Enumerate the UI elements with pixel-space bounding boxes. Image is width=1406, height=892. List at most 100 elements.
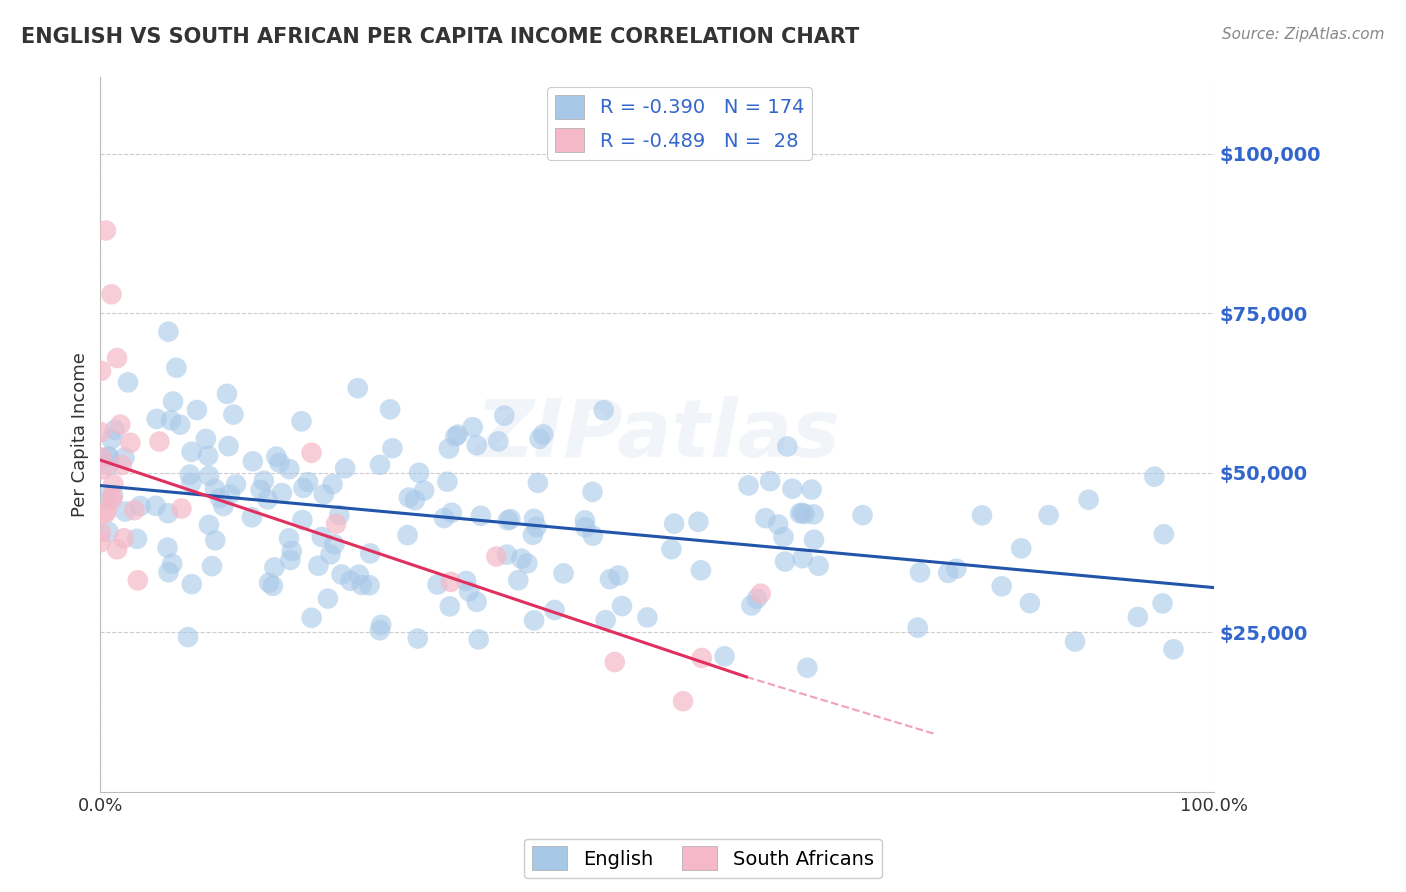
Point xyxy=(98,450,121,464)
Point xyxy=(800,483,823,497)
Point xyxy=(323,537,346,551)
Point xyxy=(179,467,201,482)
Point xyxy=(198,517,221,532)
Point xyxy=(599,572,621,586)
Point xyxy=(461,420,484,434)
Point xyxy=(1126,610,1149,624)
Point xyxy=(316,591,339,606)
Point xyxy=(156,541,179,555)
Point xyxy=(782,482,804,496)
Point xyxy=(773,555,796,569)
Point xyxy=(160,413,183,427)
Point xyxy=(89,535,111,549)
Point xyxy=(262,579,284,593)
Point xyxy=(328,508,350,522)
Point xyxy=(312,487,335,501)
Point xyxy=(169,417,191,432)
Point xyxy=(803,533,825,547)
Point xyxy=(124,503,146,517)
Point xyxy=(145,412,167,426)
Point xyxy=(218,439,240,453)
Point xyxy=(470,508,492,523)
Point xyxy=(408,466,430,480)
Point xyxy=(290,414,312,428)
Point xyxy=(440,506,463,520)
Point xyxy=(263,560,285,574)
Point xyxy=(553,566,575,581)
Point xyxy=(582,529,605,543)
Point xyxy=(201,559,224,574)
Point xyxy=(105,542,128,557)
Point xyxy=(215,387,238,401)
Point xyxy=(325,516,347,531)
Point xyxy=(807,558,830,573)
Point xyxy=(96,491,118,505)
Point xyxy=(197,449,219,463)
Point xyxy=(523,614,546,628)
Legend: English, South Africans: English, South Africans xyxy=(524,838,882,878)
Point xyxy=(100,491,122,505)
Point xyxy=(936,566,959,580)
Point xyxy=(253,474,276,488)
Point xyxy=(433,511,456,525)
Point xyxy=(103,477,125,491)
Point xyxy=(766,517,789,532)
Point xyxy=(101,488,124,502)
Point xyxy=(526,520,548,534)
Point xyxy=(257,575,280,590)
Point xyxy=(494,409,516,423)
Point xyxy=(440,574,463,589)
Point xyxy=(180,444,202,458)
Point xyxy=(396,528,419,542)
Point xyxy=(105,351,128,365)
Point xyxy=(180,475,202,490)
Point xyxy=(330,567,353,582)
Point xyxy=(117,376,139,390)
Point xyxy=(114,450,136,465)
Point xyxy=(754,511,776,525)
Point xyxy=(1152,596,1174,610)
Point xyxy=(222,408,245,422)
Text: ENGLISH VS SOUTH AFRICAN PER CAPITA INCOME CORRELATION CHART: ENGLISH VS SOUTH AFRICAN PER CAPITA INCO… xyxy=(21,27,859,46)
Point xyxy=(162,394,184,409)
Point xyxy=(186,403,208,417)
Point xyxy=(269,456,291,470)
Point xyxy=(404,493,426,508)
Point xyxy=(301,446,323,460)
Point xyxy=(301,611,323,625)
Point xyxy=(94,223,117,237)
Point xyxy=(759,474,782,488)
Point xyxy=(97,450,120,464)
Point xyxy=(129,499,152,513)
Point xyxy=(333,461,356,475)
Point xyxy=(204,533,226,548)
Point xyxy=(368,624,391,638)
Point xyxy=(496,513,519,527)
Point xyxy=(225,477,247,491)
Point xyxy=(745,591,768,606)
Point xyxy=(456,574,478,588)
Y-axis label: Per Capita Income: Per Capita Income xyxy=(72,352,89,517)
Point xyxy=(1038,508,1060,523)
Point xyxy=(219,487,242,501)
Point xyxy=(278,531,301,545)
Point xyxy=(90,450,112,465)
Point xyxy=(574,513,596,527)
Legend: R = -0.390   N = 174, R = -0.489   N =  28: R = -0.390 N = 174, R = -0.489 N = 28 xyxy=(547,87,813,160)
Point xyxy=(127,574,149,588)
Point xyxy=(523,512,546,526)
Point xyxy=(204,482,226,496)
Point xyxy=(180,577,202,591)
Point xyxy=(368,458,391,472)
Point xyxy=(1153,527,1175,541)
Point xyxy=(970,508,993,523)
Point xyxy=(198,469,221,483)
Point xyxy=(177,630,200,644)
Point xyxy=(636,610,658,624)
Point xyxy=(91,462,114,476)
Point xyxy=(97,458,120,472)
Point xyxy=(690,651,713,665)
Point xyxy=(322,477,344,491)
Point xyxy=(945,562,967,576)
Point xyxy=(527,475,550,490)
